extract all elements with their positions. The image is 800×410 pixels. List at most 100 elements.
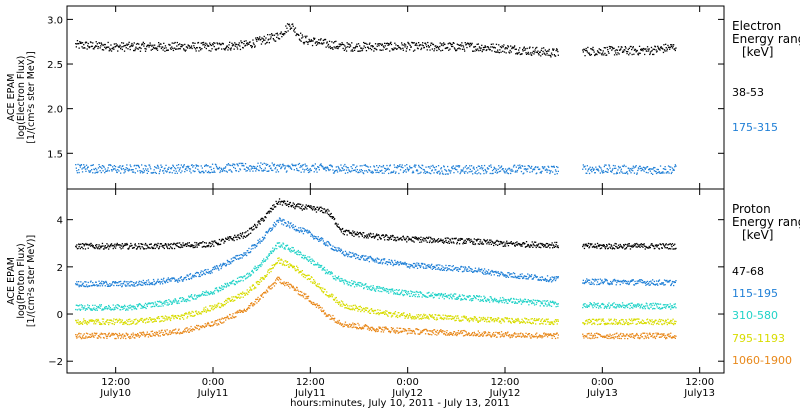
data-point — [447, 269, 449, 271]
data-point — [451, 242, 453, 244]
data-point — [173, 277, 175, 279]
data-point — [501, 243, 503, 245]
data-point — [549, 247, 551, 249]
data-point — [515, 242, 517, 244]
data-point — [476, 240, 478, 242]
data-point — [440, 50, 442, 52]
data-point — [423, 169, 425, 171]
data-point — [418, 262, 420, 265]
data-point — [651, 168, 653, 170]
data-point — [119, 284, 121, 286]
data-point — [208, 244, 210, 246]
data-point — [239, 232, 242, 235]
data-point — [218, 243, 220, 246]
data-point — [115, 43, 117, 45]
data-point — [428, 172, 431, 174]
data-point — [544, 277, 546, 280]
data-point — [482, 299, 484, 301]
data-point — [119, 165, 121, 167]
data-point — [357, 284, 360, 286]
data-point — [436, 268, 439, 270]
data-point — [521, 300, 523, 303]
data-point — [410, 46, 412, 48]
data-point — [310, 169, 312, 172]
data-point — [667, 281, 669, 283]
data-point — [439, 172, 441, 174]
data-point — [491, 269, 493, 272]
data-point — [238, 42, 240, 44]
data-point — [371, 288, 373, 290]
data-point — [222, 288, 224, 290]
data-point — [493, 271, 495, 273]
data-point — [485, 170, 487, 172]
data-point — [503, 170, 505, 172]
data-point — [325, 170, 327, 172]
data-point — [254, 247, 256, 249]
data-point — [163, 172, 165, 174]
data-point — [184, 243, 186, 246]
data-point — [468, 167, 470, 169]
data-point — [505, 170, 507, 173]
data-point — [557, 305, 559, 307]
data-point — [534, 166, 536, 169]
data-point — [497, 300, 499, 302]
data-point — [375, 259, 377, 262]
data-point — [457, 171, 459, 173]
data-point — [332, 245, 334, 247]
data-point — [190, 46, 192, 49]
data-point — [406, 46, 408, 48]
data-point — [531, 302, 533, 305]
data-point — [482, 170, 485, 172]
data-point — [501, 272, 503, 274]
data-point — [515, 166, 517, 168]
data-point — [390, 263, 392, 265]
data-point — [537, 299, 539, 302]
data-point — [269, 34, 271, 36]
data-point — [613, 47, 615, 49]
data-point — [557, 276, 559, 278]
data-point — [626, 244, 628, 246]
data-point — [206, 43, 208, 45]
data-point — [338, 275, 340, 278]
data-point — [481, 165, 483, 167]
data-point — [582, 279, 584, 281]
data-point — [495, 270, 497, 273]
data-point — [451, 167, 453, 169]
data-point — [170, 301, 172, 303]
data-point — [213, 245, 215, 247]
data-point — [238, 276, 240, 278]
data-point — [412, 262, 415, 265]
data-point — [138, 280, 140, 282]
data-point — [423, 240, 425, 242]
data-point — [218, 290, 220, 292]
data-point — [137, 284, 139, 286]
data-point — [204, 294, 206, 296]
data-point — [472, 243, 474, 245]
data-point — [496, 272, 498, 274]
data-point — [363, 287, 365, 289]
data-point — [305, 204, 307, 206]
data-point — [507, 245, 510, 247]
data-point — [237, 236, 239, 238]
data-point — [340, 44, 343, 46]
data-point — [235, 255, 237, 257]
data-point — [445, 269, 448, 272]
data-point — [355, 170, 357, 173]
data-point — [173, 47, 176, 49]
data-point — [407, 239, 410, 241]
data-point — [170, 168, 172, 170]
data-point — [78, 286, 80, 288]
data-point — [238, 280, 240, 282]
data-point — [478, 238, 480, 240]
data-point — [326, 166, 328, 168]
data-point — [226, 282, 228, 284]
data-point — [179, 242, 181, 244]
data-point — [302, 164, 305, 166]
data-point — [272, 227, 274, 229]
data-point — [310, 40, 312, 42]
data-point — [607, 51, 609, 53]
data-point — [121, 285, 123, 287]
data-point — [441, 172, 444, 174]
data-point — [159, 245, 161, 248]
data-point — [411, 172, 414, 174]
